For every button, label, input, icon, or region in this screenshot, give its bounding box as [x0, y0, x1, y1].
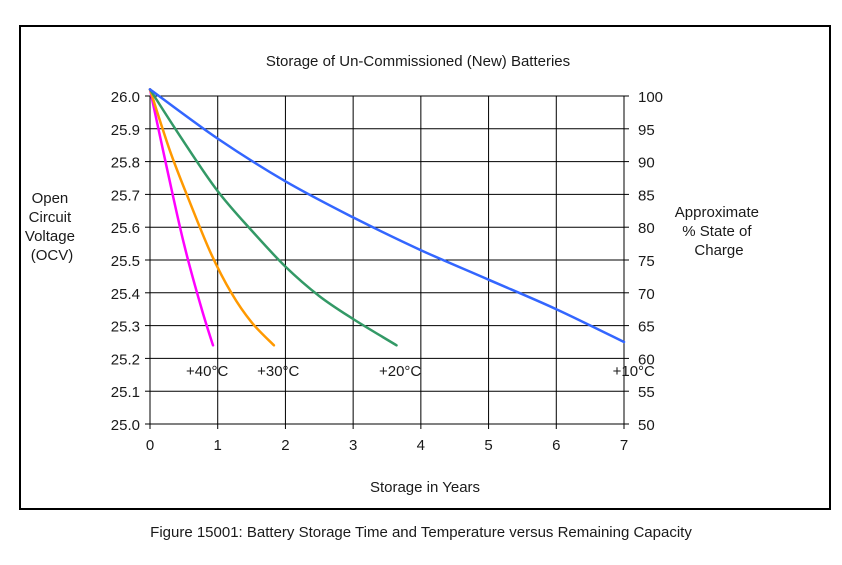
x-tick-label: 5: [484, 437, 492, 454]
y2-tick-label: 60: [638, 351, 655, 368]
y-axis-label-left-line: (OCV): [31, 247, 74, 264]
y-tick-label: 25.6: [111, 220, 140, 237]
axes: [145, 95, 629, 429]
series-label: +20°C: [379, 363, 421, 380]
grid: [150, 96, 624, 424]
y2-tick-label: 70: [638, 286, 655, 303]
x-tick-label: 4: [417, 437, 425, 454]
y2-tick-label: 80: [638, 220, 655, 237]
x-tick-label: 0: [146, 437, 154, 454]
x-axis-label: Storage in Years: [370, 479, 480, 496]
y-tick-label: 25.7: [111, 187, 140, 204]
figure-caption: Figure 15001: Battery Storage Time and T…: [150, 524, 692, 541]
series-line: [148, 88, 276, 347]
chart-title: Storage of Un-Commissioned (New) Batteri…: [266, 53, 570, 70]
y-tick-label: 26.0: [111, 89, 140, 106]
y-tick-label: 25.0: [111, 417, 140, 434]
x-tick-label: 7: [620, 437, 628, 454]
y-axis-label-left-line: Open: [32, 190, 69, 207]
series-line: [148, 88, 215, 347]
y-tick-label: 25.3: [111, 319, 140, 336]
y-tick-label: 25.8: [111, 155, 140, 172]
series-label: +30°C: [257, 363, 299, 380]
y-tick-label: 25.2: [111, 351, 140, 368]
tick-labels: 0 1 2 3 4 5 6 7 25.0 25.1 25.2 25.3 25.4 25.5 25.6 25.7…: [111, 89, 663, 454]
x-tick-label: 2: [281, 437, 289, 454]
y-axis-label-right-line: % State of: [682, 223, 752, 240]
y2-tick-label: 90: [638, 155, 655, 172]
series-group: [148, 88, 626, 347]
series-line: [148, 88, 398, 347]
y2-tick-label: 65: [638, 319, 655, 336]
y-axis-label-left: Open Circuit Voltage (OCV): [25, 190, 79, 264]
y-tick-label: 25.1: [111, 384, 140, 401]
y2-tick-label: 95: [638, 122, 655, 139]
y-axis-label-right: Approximate % State of Charge: [675, 204, 763, 259]
series-label: +40°C: [186, 363, 228, 380]
x-tick-label: 6: [552, 437, 560, 454]
x-tick-label: 3: [349, 437, 357, 454]
y2-tick-label: 85: [638, 187, 655, 204]
series-line: [148, 88, 626, 344]
y-tick-label: 25.9: [111, 122, 140, 139]
y2-tick-label: 55: [638, 384, 655, 401]
y-axis-label-right-line: Approximate: [675, 204, 759, 221]
y-axis-label-right-line: Charge: [694, 242, 743, 259]
x-tick-label: 1: [214, 437, 222, 454]
y2-tick-label: 75: [638, 253, 655, 270]
y-axis-label-left-line: Voltage: [25, 228, 75, 245]
y-tick-label: 25.5: [111, 253, 140, 270]
y2-tick-label: 50: [638, 417, 655, 434]
y-tick-label: 25.4: [111, 286, 140, 303]
y-axis-label-left-line: Circuit: [29, 209, 72, 226]
series-label: +10°C: [613, 363, 655, 380]
y2-tick-label: 100: [638, 89, 663, 106]
